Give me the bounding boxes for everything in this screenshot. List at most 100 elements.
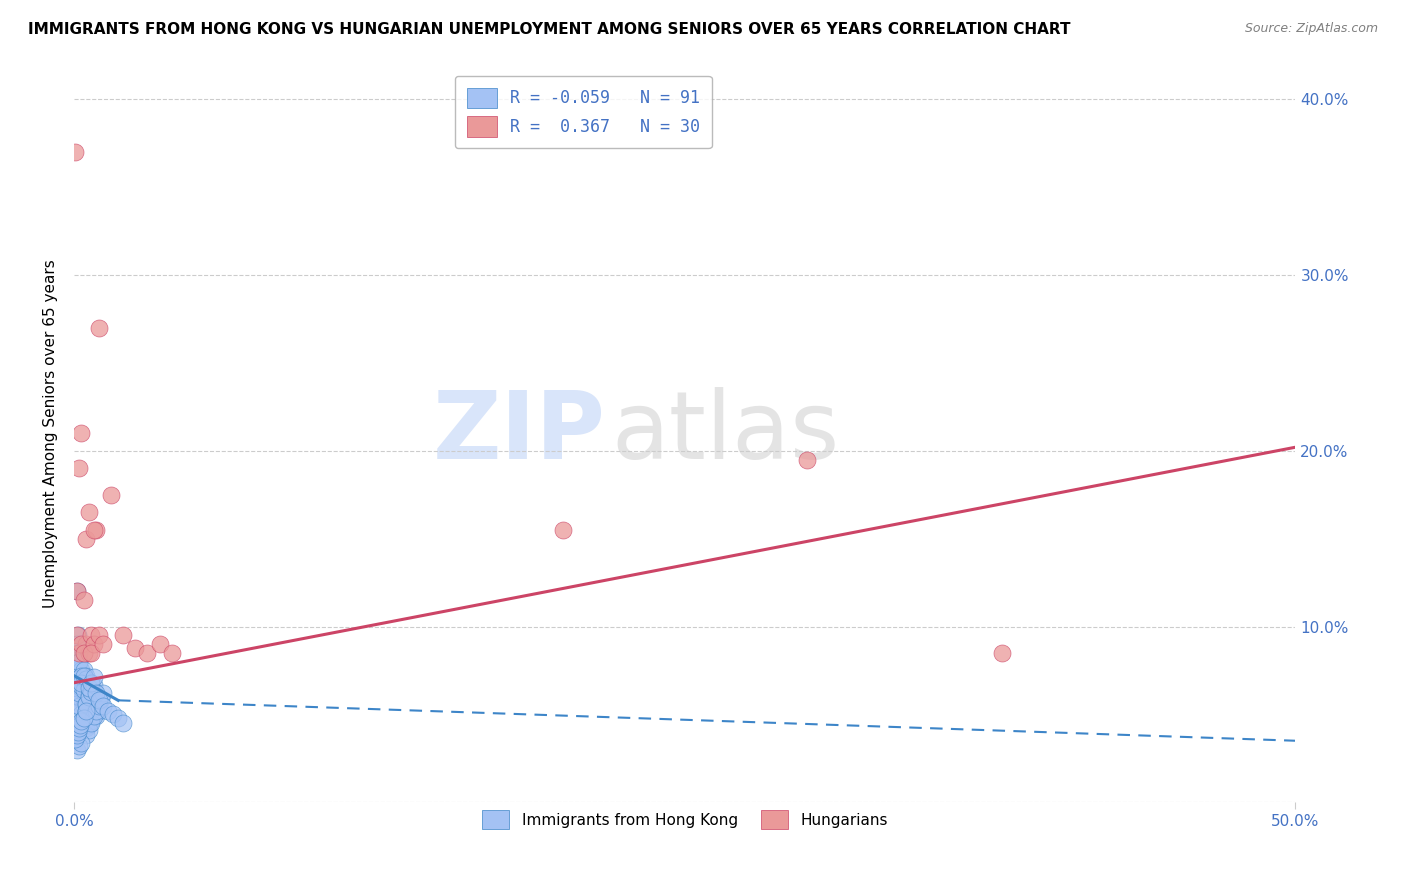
Point [83, 637, 105, 651]
Point [75, 669, 97, 683]
Point [111, 628, 134, 642]
Point [65, 698, 87, 713]
Point [73, 682, 96, 697]
Point [73, 711, 96, 725]
Point [84, 523, 107, 537]
Point [73, 593, 96, 607]
Point [70, 681, 93, 695]
Point [65, 646, 87, 660]
Point [991, 646, 1014, 660]
Point [70, 735, 93, 749]
Point [75, 704, 97, 718]
Point [65, 145, 87, 159]
Point [65, 672, 87, 686]
Point [77, 700, 100, 714]
Point [65, 729, 87, 743]
Point [70, 675, 93, 690]
Point [70, 426, 93, 441]
Point [77, 723, 100, 738]
Point [83, 677, 105, 691]
Point [67, 655, 90, 669]
Point [83, 707, 105, 722]
Point [66, 646, 89, 660]
Point [77, 718, 100, 732]
Point [75, 697, 97, 711]
Point [70, 679, 93, 693]
Point [70, 637, 93, 651]
Point [93, 686, 115, 700]
Point [65, 664, 87, 678]
Point [65, 584, 87, 599]
Point [73, 672, 96, 686]
Point [65, 628, 87, 642]
Text: IMMIGRANTS FROM HONG KONG VS HUNGARIAN UNEMPLOYMENT AMONG SENIORS OVER 65 YEARS : IMMIGRANTS FROM HONG KONG VS HUNGARIAN U… [28, 22, 1070, 37]
Point [160, 646, 183, 660]
Point [77, 693, 100, 707]
Point [80, 714, 103, 729]
Point [67, 690, 90, 704]
Point [67, 646, 90, 660]
Point [87, 704, 110, 718]
Text: ZIP: ZIP [433, 387, 606, 479]
Point [67, 722, 90, 736]
Point [83, 684, 105, 698]
Point [70, 681, 93, 695]
Point [66, 628, 89, 642]
Point [67, 672, 90, 686]
Point [84, 704, 107, 718]
Point [75, 722, 97, 736]
Point [83, 523, 105, 537]
Point [73, 675, 96, 690]
Point [67, 686, 90, 700]
Point [77, 688, 100, 702]
Point [77, 646, 100, 660]
Point [80, 675, 103, 690]
Point [84, 702, 107, 716]
Point [80, 690, 103, 704]
Point [796, 452, 818, 467]
Point [80, 684, 103, 698]
Point [84, 686, 107, 700]
Point [65, 731, 87, 746]
Text: Source: ZipAtlas.com: Source: ZipAtlas.com [1244, 22, 1378, 36]
Point [100, 488, 122, 502]
Point [75, 729, 97, 743]
Point [73, 646, 96, 660]
Point [69, 718, 91, 732]
Point [124, 640, 146, 655]
Point [77, 505, 100, 519]
Point [149, 637, 172, 651]
Point [65, 584, 87, 599]
Point [90, 691, 112, 706]
Point [70, 664, 93, 678]
Point [67, 655, 90, 669]
Point [67, 739, 90, 753]
Point [66, 672, 89, 686]
Point [80, 716, 103, 731]
Point [84, 709, 107, 723]
Point [551, 523, 574, 537]
Point [67, 698, 90, 713]
Point [77, 697, 100, 711]
Point [93, 698, 115, 713]
Point [70, 669, 93, 683]
Point [87, 628, 110, 642]
Point [73, 669, 96, 683]
Point [80, 646, 103, 660]
Point [65, 664, 87, 678]
Point [87, 698, 110, 713]
Point [70, 714, 93, 729]
Point [97, 704, 120, 718]
Point [73, 664, 96, 678]
Point [75, 637, 97, 651]
Point [65, 725, 87, 739]
Point [67, 461, 90, 475]
Legend: Immigrants from Hong Kong, Hungarians: Immigrants from Hong Kong, Hungarians [475, 805, 894, 835]
Text: atlas: atlas [612, 387, 839, 479]
Point [75, 697, 97, 711]
Point [65, 637, 87, 651]
Point [87, 693, 110, 707]
Point [111, 716, 134, 731]
Point [107, 711, 129, 725]
Point [65, 672, 87, 686]
